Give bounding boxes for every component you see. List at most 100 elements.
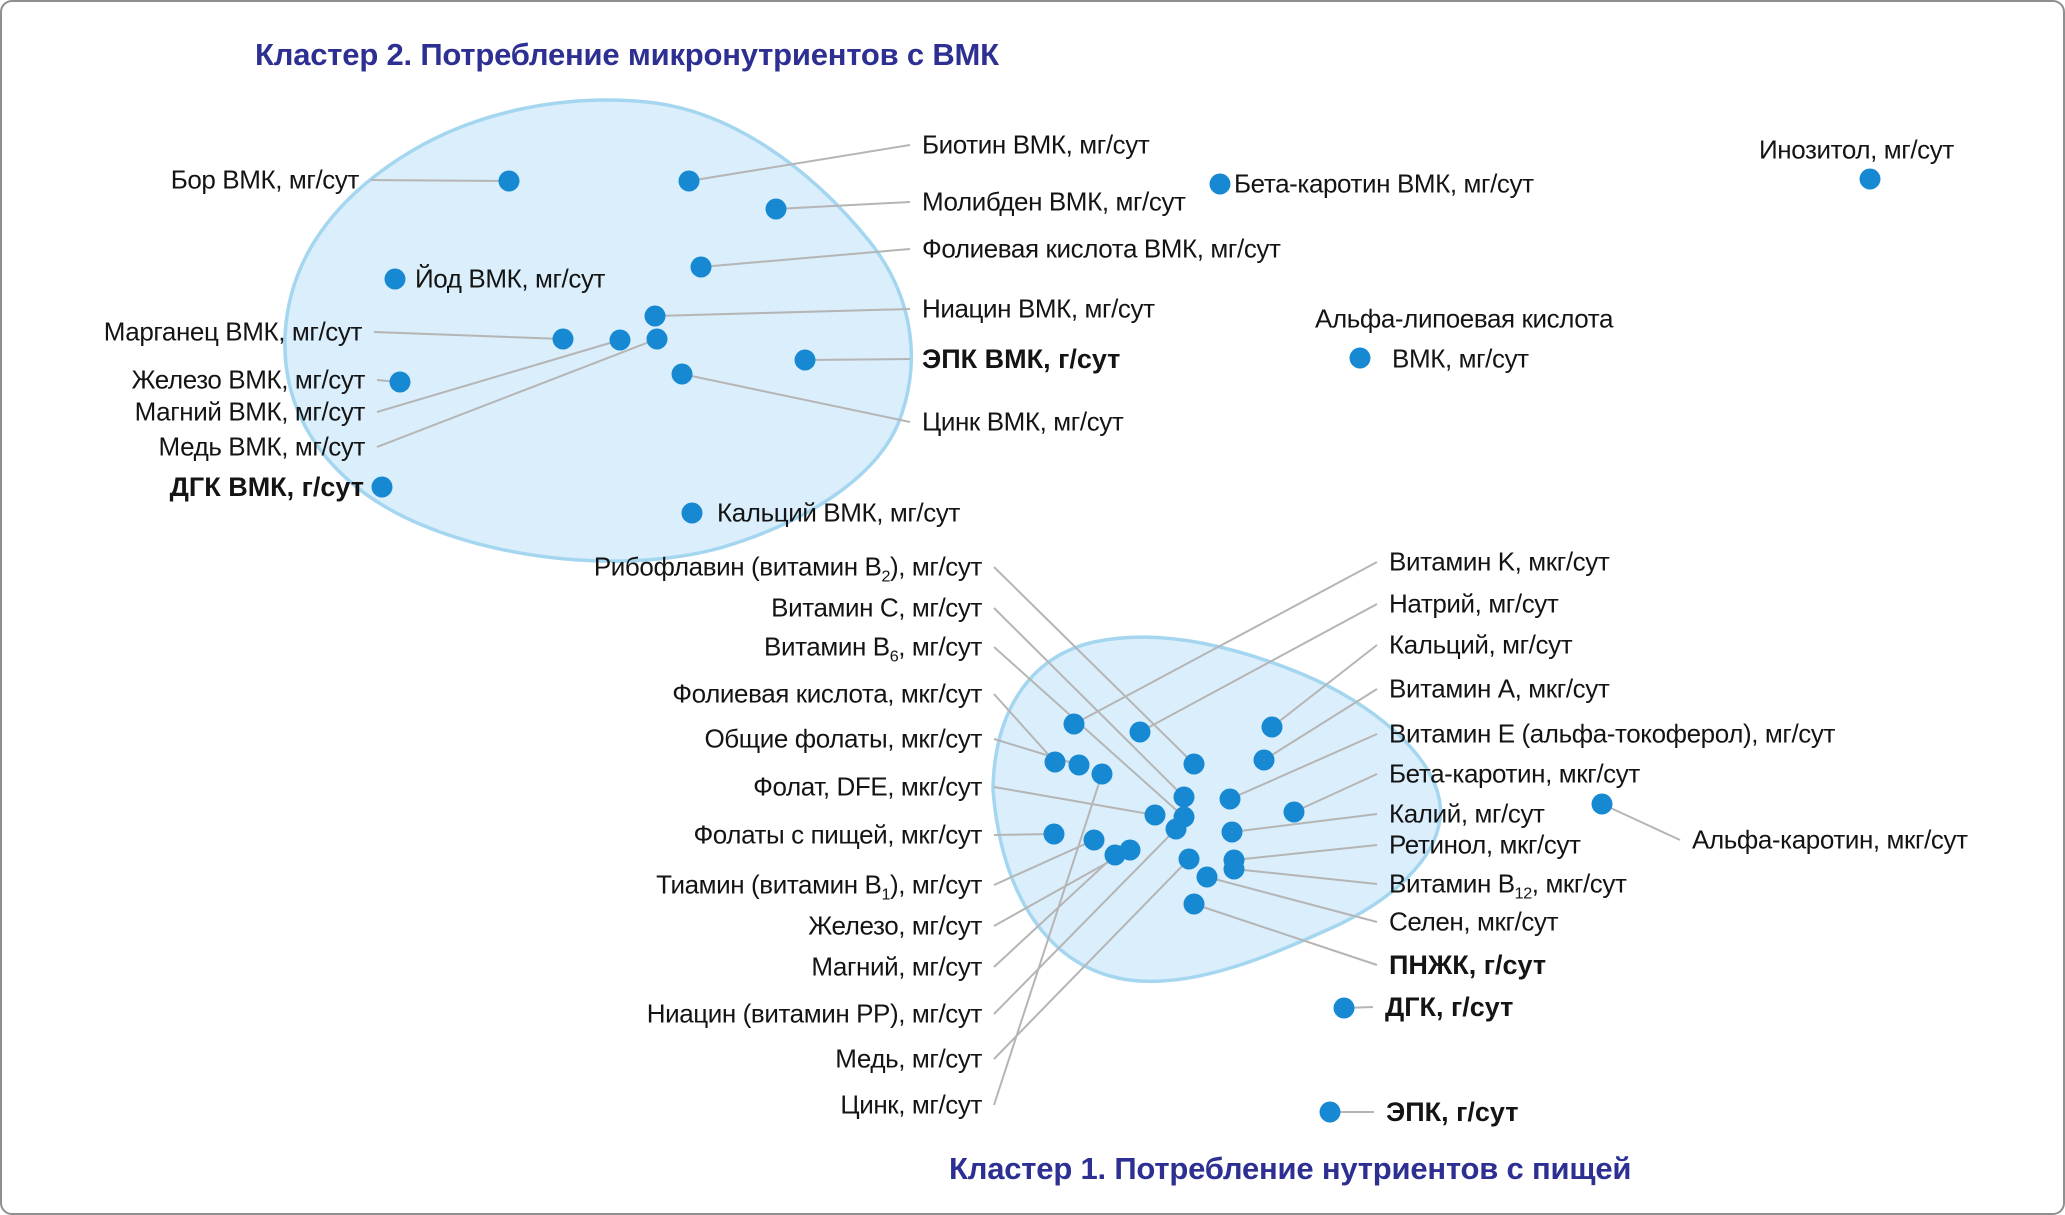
connector-line bbox=[1231, 813, 1378, 833]
data-point bbox=[1044, 751, 1066, 773]
connector-line bbox=[775, 201, 911, 210]
data-point bbox=[1209, 173, 1231, 195]
data-point bbox=[1173, 786, 1195, 808]
node-label: Бета-каротин, мкг/сут bbox=[1389, 758, 1640, 789]
data-point bbox=[1129, 721, 1151, 743]
connector-line bbox=[373, 331, 564, 340]
connector-line bbox=[681, 373, 911, 423]
data-point bbox=[1319, 1101, 1341, 1123]
data-point bbox=[1183, 893, 1205, 915]
node-label: ДГК ВМК, г/сут bbox=[169, 471, 364, 502]
data-point bbox=[1223, 858, 1245, 880]
connector-line bbox=[700, 248, 911, 268]
data-point bbox=[681, 502, 703, 524]
data-point bbox=[1261, 716, 1283, 738]
node-label: Магний, мг/сут bbox=[811, 951, 982, 982]
node-label: Ниацин ВМК, мг/сут bbox=[922, 293, 1155, 324]
data-point bbox=[1104, 844, 1126, 866]
connector-line bbox=[993, 566, 1195, 765]
node-label: Ниацин (витамин PP), мг/сут bbox=[646, 998, 983, 1029]
data-point bbox=[671, 363, 693, 385]
node-label: ПНЖК, г/сут bbox=[1389, 949, 1547, 980]
connector-line bbox=[1206, 876, 1378, 923]
node-label: Медь, мг/сут bbox=[835, 1043, 982, 1074]
node-label: Цинк ВМК, мг/сут bbox=[922, 406, 1124, 437]
node-label: Селен, мкг/сут bbox=[1389, 906, 1559, 937]
data-point bbox=[609, 329, 631, 351]
data-point bbox=[1144, 804, 1166, 826]
node-label: Цинк, мг/сут bbox=[840, 1089, 982, 1120]
data-point bbox=[371, 476, 393, 498]
data-point bbox=[1063, 713, 1085, 735]
data-point bbox=[1183, 753, 1205, 775]
data-point bbox=[1178, 848, 1200, 870]
node-label: Калий, мг/сут bbox=[1389, 798, 1545, 829]
connector-line bbox=[376, 338, 658, 448]
node-label: Ретинол, мкг/сут bbox=[1389, 829, 1581, 860]
data-point bbox=[646, 328, 668, 350]
data-point bbox=[1196, 866, 1218, 888]
connector-line bbox=[1293, 773, 1378, 813]
node-label: Инозитол, мг/сут bbox=[1759, 134, 1954, 165]
data-point bbox=[1165, 818, 1187, 840]
connector-line bbox=[1271, 644, 1378, 728]
data-point bbox=[765, 198, 787, 220]
node-label: Железо ВМК, мг/сут bbox=[131, 364, 365, 395]
data-point bbox=[794, 349, 816, 371]
node-label: ЭПК ВМК, г/сут bbox=[922, 343, 1121, 374]
connector-line bbox=[1229, 733, 1378, 800]
connector-line bbox=[1601, 803, 1681, 841]
node-label: Тиамин (витамин B1), мг/сут bbox=[656, 869, 982, 904]
node-label: Фолат, DFE, мкг/сут bbox=[753, 771, 982, 802]
data-point bbox=[1253, 749, 1275, 771]
data-point bbox=[389, 371, 411, 393]
node-label: Фолиевая кислота ВМК, мг/сут bbox=[922, 233, 1281, 264]
connector-line bbox=[993, 786, 1156, 816]
node-label: Магний ВМК, мг/сут bbox=[134, 396, 366, 427]
node-label: Витамин B6, мг/сут bbox=[764, 631, 982, 666]
node-label: Витамин C, мг/сут bbox=[771, 592, 982, 623]
data-point bbox=[498, 170, 520, 192]
node-label: ВМК, мг/сут bbox=[1392, 343, 1529, 374]
node-label: Бор ВМК, мг/сут bbox=[170, 164, 360, 195]
node-label: ДГК, г/сут bbox=[1385, 991, 1514, 1022]
node-label: Железо, мг/сут bbox=[808, 910, 982, 941]
connector-line bbox=[370, 179, 510, 182]
node-label: Альфа-липоевая кислота bbox=[1315, 303, 1614, 334]
data-point bbox=[1068, 754, 1090, 776]
node-label: Фолаты с пищей, мкг/сут bbox=[693, 819, 982, 850]
connector-line bbox=[804, 358, 911, 361]
node-label: Марганец ВМК, мг/сут bbox=[103, 316, 363, 347]
node-label: Биотин ВМК, мг/сут bbox=[922, 129, 1150, 160]
data-point bbox=[1283, 801, 1305, 823]
node-label: Молибден ВМК, мг/сут bbox=[922, 186, 1186, 217]
data-point bbox=[384, 268, 406, 290]
data-point bbox=[1591, 793, 1613, 815]
node-label: Йод ВМК, мг/сут bbox=[415, 263, 606, 294]
connector-line bbox=[1073, 561, 1378, 725]
connector-line bbox=[993, 646, 1185, 818]
connector-line bbox=[376, 339, 621, 413]
node-label: Фолиевая кислота, мкг/сут bbox=[672, 678, 982, 709]
data-point bbox=[644, 305, 666, 327]
connector-line bbox=[993, 858, 1190, 1060]
connector-line bbox=[654, 308, 911, 317]
connector-line bbox=[993, 773, 1103, 1106]
connector-line bbox=[1139, 603, 1378, 733]
node-label: Медь ВМК, мг/сут bbox=[158, 431, 366, 462]
data-point bbox=[678, 170, 700, 192]
node-label: Бета-каротин ВМК, мг/сут bbox=[1234, 168, 1534, 199]
connector-line bbox=[993, 607, 1185, 798]
node-label: Витамин B12, мкг/сут bbox=[1389, 868, 1627, 903]
connector-line bbox=[1263, 688, 1378, 761]
node-label: Натрий, мг/сут bbox=[1389, 588, 1559, 619]
node-label: Кальций ВМК, мг/сут bbox=[717, 497, 960, 528]
data-point bbox=[1043, 823, 1065, 845]
connector-line bbox=[1233, 868, 1378, 885]
cluster1-region bbox=[991, 635, 1443, 984]
connector-line bbox=[993, 828, 1177, 1015]
data-point bbox=[690, 256, 712, 278]
data-point bbox=[1859, 168, 1881, 190]
connector-line bbox=[1233, 844, 1378, 861]
